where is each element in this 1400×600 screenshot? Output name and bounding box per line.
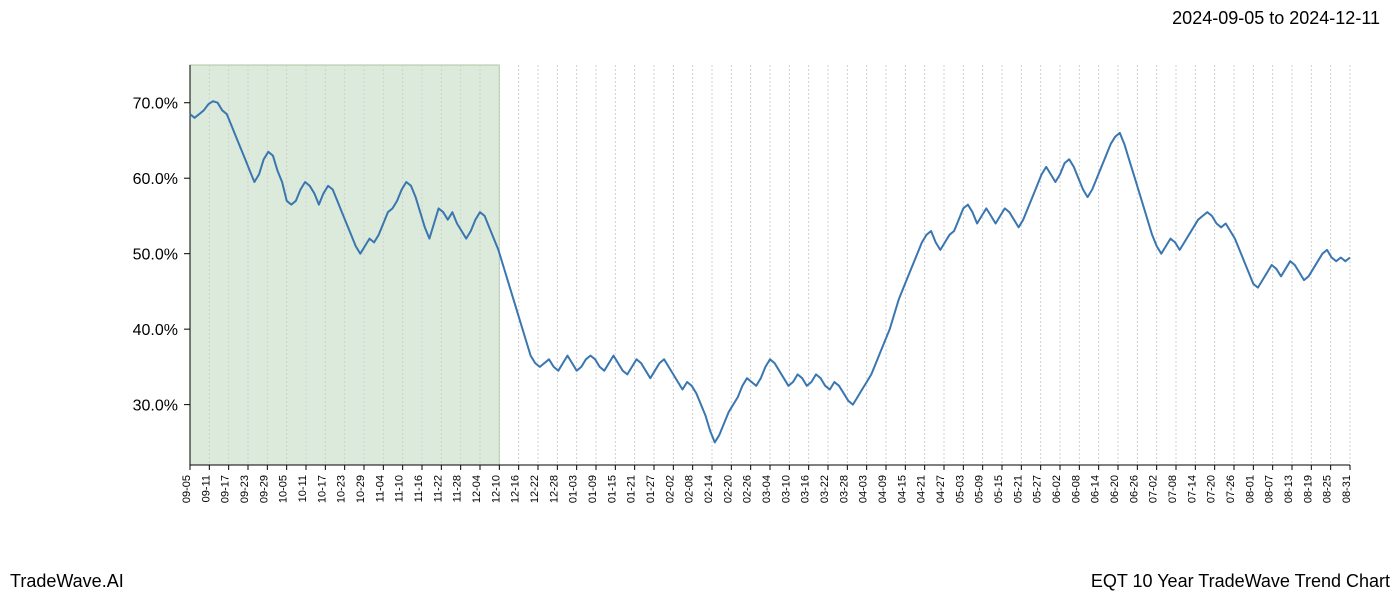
svg-text:01-03: 01-03 <box>568 475 580 503</box>
svg-text:12-10: 12-10 <box>490 475 502 503</box>
svg-text:70.0%: 70.0% <box>133 96 178 113</box>
svg-text:02-20: 02-20 <box>722 475 734 503</box>
svg-text:01-15: 01-15 <box>606 475 618 503</box>
svg-text:06-08: 06-08 <box>1070 475 1082 503</box>
svg-text:05-09: 05-09 <box>974 475 986 503</box>
svg-text:07-20: 07-20 <box>1206 475 1218 503</box>
svg-text:50.0%: 50.0% <box>133 247 178 264</box>
footer-brand: TradeWave.AI <box>10 571 124 592</box>
svg-text:08-19: 08-19 <box>1302 475 1314 503</box>
svg-text:12-16: 12-16 <box>510 475 522 503</box>
svg-text:11-04: 11-04 <box>374 475 386 502</box>
chart-container: 2024-09-05 to 2024-12-11 30.0% 40.0% 50.0%… <box>0 0 1400 600</box>
svg-text:09-17: 09-17 <box>220 475 232 503</box>
svg-text:03-16: 03-16 <box>800 475 812 503</box>
svg-text:09-05: 09-05 <box>181 475 193 503</box>
svg-text:10-11: 10-11 <box>297 475 309 502</box>
svg-text:04-09: 04-09 <box>877 475 889 503</box>
svg-text:07-14: 07-14 <box>1186 475 1198 503</box>
svg-text:09-23: 09-23 <box>239 475 251 503</box>
svg-text:12-22: 12-22 <box>529 475 541 503</box>
svg-text:30.0%: 30.0% <box>133 398 178 415</box>
svg-text:08-31: 08-31 <box>1341 475 1353 503</box>
svg-text:03-28: 03-28 <box>838 475 850 503</box>
svg-text:02-08: 02-08 <box>684 475 696 503</box>
svg-text:12-28: 12-28 <box>548 475 560 503</box>
svg-text:09-29: 09-29 <box>258 475 270 503</box>
svg-text:11-16: 11-16 <box>413 475 425 502</box>
svg-text:06-20: 06-20 <box>1109 475 1121 503</box>
svg-text:10-05: 10-05 <box>278 475 290 503</box>
svg-text:02-26: 02-26 <box>742 475 754 503</box>
svg-text:07-02: 07-02 <box>1148 475 1160 503</box>
date-range-label: 2024-09-05 to 2024-12-11 <box>1172 8 1380 29</box>
svg-text:03-10: 03-10 <box>780 475 792 503</box>
footer-title: EQT 10 Year TradeWave Trend Chart <box>1091 571 1390 592</box>
svg-text:10-29: 10-29 <box>355 475 367 503</box>
svg-text:02-14: 02-14 <box>703 475 715 503</box>
svg-text:02-02: 02-02 <box>664 475 676 503</box>
svg-text:04-21: 04-21 <box>916 475 928 503</box>
svg-text:04-15: 04-15 <box>896 475 908 503</box>
svg-text:03-22: 03-22 <box>819 475 831 503</box>
svg-text:06-26: 06-26 <box>1128 475 1140 503</box>
svg-text:11-10: 11-10 <box>394 475 406 502</box>
svg-text:01-27: 01-27 <box>645 475 657 503</box>
svg-text:06-02: 06-02 <box>1051 475 1063 503</box>
trend-chart-svg: 30.0% 40.0% 50.0% 60.0% 70.0% 09-05 09-11 09-17… <box>0 50 1400 550</box>
svg-text:05-15: 05-15 <box>993 475 1005 503</box>
svg-text:60.0%: 60.0% <box>133 171 178 188</box>
svg-text:07-26: 07-26 <box>1225 475 1237 503</box>
svg-text:05-03: 05-03 <box>954 475 966 503</box>
svg-text:01-09: 01-09 <box>587 475 599 503</box>
svg-text:03-04: 03-04 <box>761 475 773 503</box>
svg-text:05-21: 05-21 <box>1012 475 1024 503</box>
svg-text:10-17: 10-17 <box>316 475 328 503</box>
chart-area: 30.0% 40.0% 50.0% 60.0% 70.0% 09-05 09-11 09-17… <box>0 50 1400 550</box>
svg-text:04-03: 04-03 <box>858 475 870 503</box>
svg-text:10-23: 10-23 <box>336 475 348 503</box>
svg-text:40.0%: 40.0% <box>133 322 178 339</box>
svg-text:11-28: 11-28 <box>452 475 464 502</box>
svg-text:05-27: 05-27 <box>1032 475 1044 503</box>
svg-text:08-13: 08-13 <box>1283 475 1295 503</box>
svg-text:01-21: 01-21 <box>626 475 638 503</box>
svg-text:08-25: 08-25 <box>1322 475 1334 503</box>
svg-text:08-01: 08-01 <box>1244 475 1256 503</box>
svg-text:12-04: 12-04 <box>471 475 483 503</box>
svg-text:09-11: 09-11 <box>200 475 212 502</box>
svg-text:11-22: 11-22 <box>432 475 444 502</box>
svg-text:08-07: 08-07 <box>1264 475 1276 503</box>
svg-text:04-27: 04-27 <box>935 475 947 503</box>
svg-text:07-08: 07-08 <box>1167 475 1179 503</box>
svg-text:06-14: 06-14 <box>1090 475 1102 503</box>
